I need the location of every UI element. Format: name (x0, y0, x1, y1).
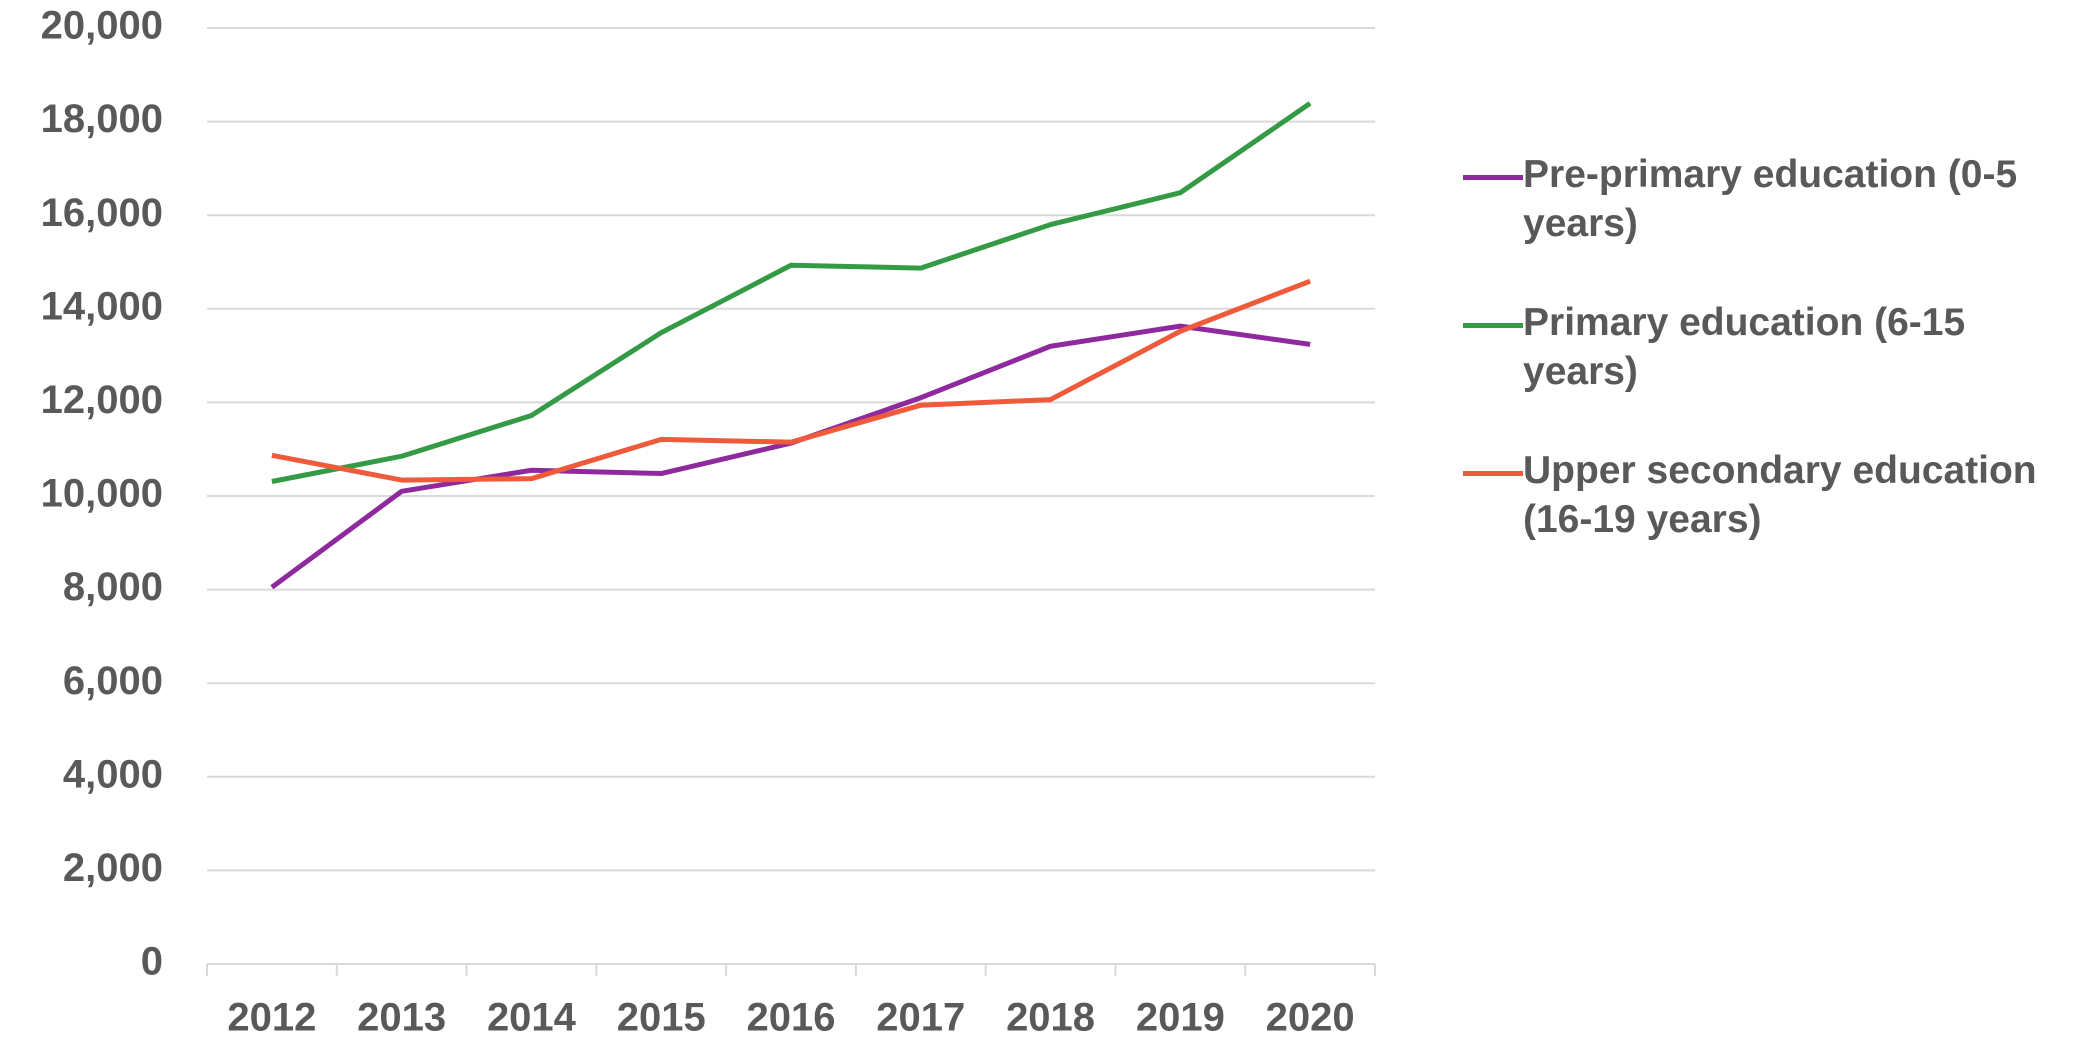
series-line (271, 101, 1312, 484)
x-tick-label: 2016 (747, 996, 836, 1040)
y-tick-label: 20,000 (41, 4, 163, 48)
x-tick-label: 2017 (876, 996, 965, 1040)
y-tick-label: 0 (141, 940, 163, 984)
y-tick-label: 8,000 (63, 565, 163, 609)
legend-label: Pre-primary education (0-5 years) (1523, 153, 2018, 245)
y-tick-label: 12,000 (41, 378, 163, 422)
legend-label: Upper secondary education (16-19 years) (1523, 449, 2037, 541)
legend-item: Primary education (6-15 years) (1463, 298, 2083, 396)
x-tick-label: 2018 (1006, 996, 1095, 1040)
y-tick-label: 6,000 (63, 659, 163, 703)
x-tick-label: 2012 (227, 996, 316, 1040)
legend-item: Upper secondary education (16-19 years) (1463, 446, 2083, 544)
legend-label: Primary education (6-15 years) (1523, 301, 1966, 393)
legend-swatch (1463, 175, 1523, 180)
series-line (270, 323, 1311, 590)
x-tick-label: 2013 (357, 996, 446, 1040)
series-line (271, 278, 1312, 483)
y-tick-label: 18,000 (41, 97, 163, 141)
x-tick-label: 2015 (617, 996, 706, 1040)
legend-swatch (1463, 323, 1523, 328)
y-tick-label: 10,000 (41, 472, 163, 516)
y-tick-label: 16,000 (41, 191, 163, 235)
y-tick-label: 14,000 (41, 284, 163, 328)
y-tick-label: 2,000 (63, 846, 163, 890)
x-tick-label: 2020 (1266, 996, 1355, 1040)
x-tick-label: 2019 (1136, 996, 1225, 1040)
x-tick-label: 2014 (487, 996, 577, 1040)
legend-item: Pre-primary education (0-5 years) (1463, 150, 2083, 248)
y-tick-label: 4,000 (63, 752, 163, 796)
legend-swatch (1463, 471, 1523, 476)
